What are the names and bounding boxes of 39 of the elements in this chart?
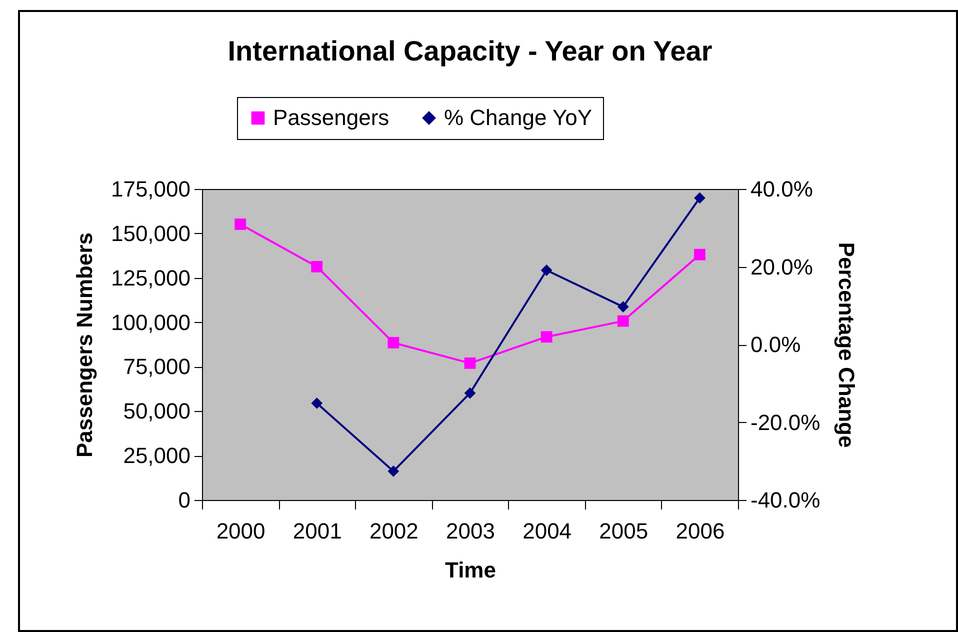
y-axis-title: Passengers Numbers bbox=[72, 232, 97, 458]
point bbox=[540, 331, 552, 343]
point bbox=[540, 264, 552, 276]
y-tick-label: 75,000 bbox=[123, 354, 190, 380]
point bbox=[617, 315, 629, 327]
point bbox=[234, 218, 246, 230]
y-tick-label: 150,000 bbox=[110, 220, 190, 246]
x-tick-label: 2006 bbox=[676, 518, 725, 544]
x-axis-title: Time bbox=[445, 558, 496, 582]
point bbox=[464, 357, 476, 369]
y2-tick-label: -40.0% bbox=[750, 488, 820, 512]
point bbox=[311, 260, 323, 272]
y2-tick-label: -20.0% bbox=[750, 410, 820, 435]
y-tick-label: 100,000 bbox=[110, 310, 190, 335]
y2-axis-title: Percentage Change bbox=[834, 242, 860, 448]
y2-tick-label: 0.0% bbox=[750, 332, 801, 357]
point bbox=[388, 337, 400, 348]
y-tick-label: 50,000 bbox=[123, 398, 190, 424]
point bbox=[311, 398, 323, 409]
x-tick-label: 2004 bbox=[522, 518, 572, 544]
y-tick-label: 125,000 bbox=[110, 265, 190, 290]
point bbox=[694, 248, 706, 260]
x-tick-label: 2000 bbox=[216, 518, 266, 544]
y2-tick-label: 40.0% bbox=[750, 176, 813, 202]
x-tick-label: 2002 bbox=[369, 518, 418, 544]
y2-tick-label: 20.0% bbox=[750, 254, 813, 280]
point bbox=[694, 192, 706, 204]
point bbox=[617, 301, 629, 312]
legend-label: % Change YoY bbox=[444, 105, 592, 130]
x-tick-label: 2003 bbox=[446, 518, 495, 544]
chart-title: International Capacity - Year on Year bbox=[228, 36, 712, 66]
x-tick-label: 2001 bbox=[292, 518, 342, 544]
point bbox=[464, 387, 476, 399]
y-tick-label: 175,000 bbox=[110, 176, 190, 202]
x-tick-label: 2005 bbox=[599, 518, 648, 544]
y-tick-label: 25,000 bbox=[123, 443, 190, 468]
y-tick-label: 0 bbox=[178, 488, 190, 512]
point bbox=[388, 466, 400, 477]
legend-label: Passengers bbox=[273, 105, 390, 130]
